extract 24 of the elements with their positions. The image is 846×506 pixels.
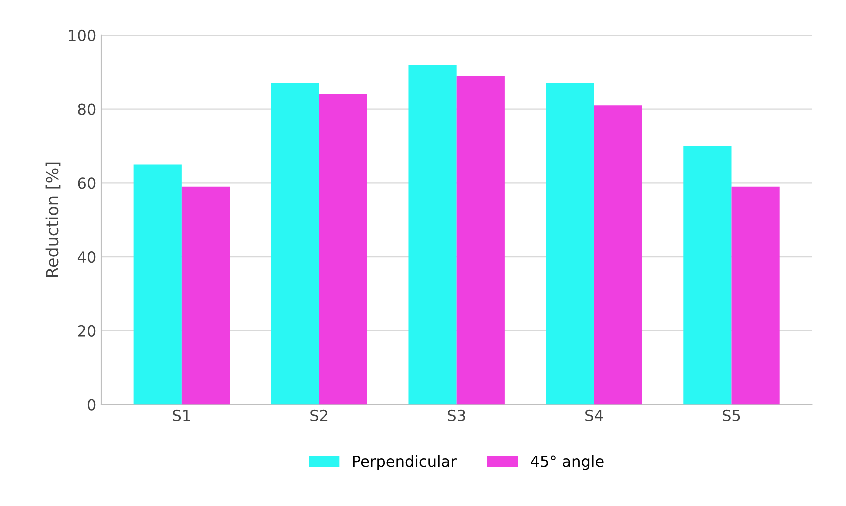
y-tick-label: 60 [78, 178, 96, 190]
x-tick-label: S3 [448, 410, 466, 422]
legend-label: Perpendicular [353, 455, 457, 470]
x-tick-label: S1 [173, 410, 190, 422]
x-tick-label: S4 [586, 410, 604, 422]
bar [271, 83, 320, 405]
y-tick-label: 20 [78, 325, 96, 337]
bar [732, 186, 780, 405]
bar [594, 106, 642, 405]
x-tick-label: S5 [723, 410, 740, 422]
y-tick-label: 40 [78, 252, 96, 264]
y-tick-label: 80 [78, 104, 96, 116]
y-tick-label: 0 [88, 399, 96, 411]
x-tick-label: S2 [310, 410, 328, 422]
bar [456, 76, 505, 405]
legend-label: 45° angle [531, 455, 604, 470]
bar [408, 64, 457, 405]
bar [546, 83, 594, 405]
y-tick-label: 100 [69, 30, 96, 42]
y-axis-title: Reduction [%] [46, 162, 61, 278]
bar [182, 186, 230, 405]
bar [684, 146, 732, 405]
bar [134, 164, 182, 405]
bar [319, 94, 368, 405]
